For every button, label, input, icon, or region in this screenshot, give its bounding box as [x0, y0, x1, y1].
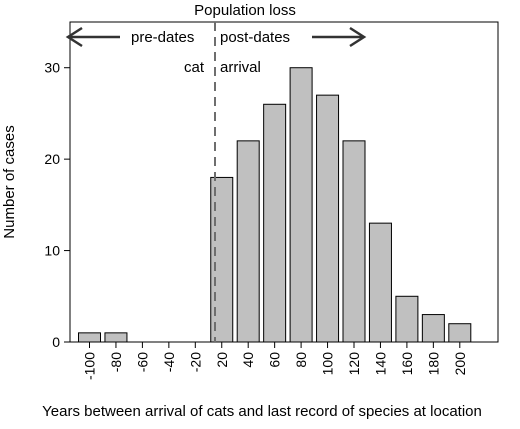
- x-tick-label: 60: [267, 352, 283, 368]
- x-axis: -100 -80 -60 -40 -20 20 40 60 80 100 120 140 160 180 2…: [82, 342, 468, 380]
- x-tick-label: -100: [82, 352, 98, 380]
- x-tick-label: -60: [134, 352, 150, 372]
- y-tick-label: 20: [44, 151, 60, 167]
- x-tick-label: 160: [399, 352, 415, 376]
- x-tick-label: 40: [240, 352, 256, 368]
- x-tick-label: 200: [452, 352, 468, 376]
- bar: [368, 222, 392, 343]
- x-tick-label: 80: [293, 352, 309, 368]
- bar: [104, 332, 128, 343]
- x-tick-label: -80: [108, 352, 124, 372]
- y-tick-label: 0: [52, 334, 60, 350]
- bars-group: [78, 67, 472, 343]
- y-tick-label: 10: [44, 243, 60, 259]
- x-tick-label: 20: [214, 352, 230, 368]
- right-arrow-icon: [312, 26, 367, 48]
- bar: [395, 295, 419, 343]
- x-tick-label: 140: [372, 352, 388, 376]
- x-tick-label: -40: [161, 352, 177, 372]
- bar: [448, 323, 472, 343]
- chart-title: Population loss: [194, 2, 296, 19]
- x-tick-label: -20: [187, 352, 203, 372]
- bar: [342, 140, 366, 343]
- y-axis: 0 10 20 30: [44, 60, 70, 350]
- pre-dates-label: pre-dates: [131, 29, 194, 46]
- left-arrow-icon: [65, 26, 120, 48]
- x-tick-label: 180: [425, 352, 441, 376]
- bar: [236, 140, 260, 343]
- y-axis-title: Number of cases: [1, 125, 18, 238]
- x-tick-label: 120: [346, 352, 362, 376]
- bar: [289, 67, 313, 343]
- x-axis-title: Years between arrival of cats and last r…: [42, 403, 482, 420]
- bar: [78, 332, 101, 343]
- bar: [421, 314, 445, 343]
- y-tick-label: 30: [44, 60, 60, 76]
- arrival-label: arrival: [220, 59, 261, 76]
- cat-label: cat: [184, 59, 205, 76]
- x-tick-label: 100: [320, 352, 336, 376]
- bar: [263, 103, 287, 343]
- bar: [316, 94, 340, 343]
- post-dates-label: post-dates: [220, 29, 290, 46]
